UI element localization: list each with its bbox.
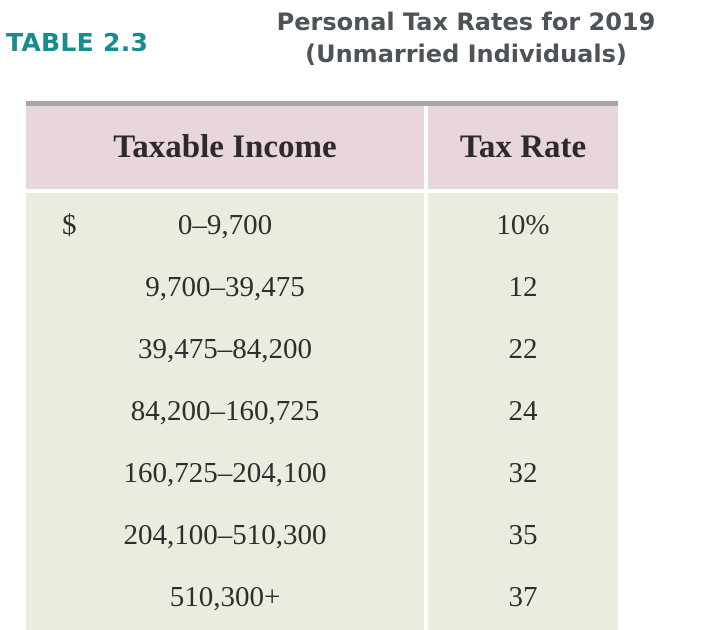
table-row: 9,700–39,475 12 bbox=[26, 256, 618, 318]
tax-rate-cell: 37 bbox=[508, 581, 538, 613]
taxable-income-cell: 160,725–204,100 bbox=[123, 457, 327, 489]
table-row: 204,100–510,300 35 bbox=[26, 504, 618, 566]
table-top-rule bbox=[26, 101, 618, 106]
table-row: 160,725–204,100 32 bbox=[26, 442, 618, 504]
tax-rate-cell: 22 bbox=[508, 333, 538, 365]
taxable-income-cell: 510,300+ bbox=[169, 581, 281, 613]
taxable-income-cell: 9,700–39,475 bbox=[145, 271, 305, 303]
taxable-income-cell: 204,100–510,300 bbox=[123, 519, 327, 551]
taxable-income-cell: 0–9,700 bbox=[177, 209, 273, 241]
table-title-line-1: Personal Tax Rates for 2019 bbox=[276, 8, 656, 36]
tax-rate-cell: 32 bbox=[508, 457, 538, 489]
table-number-label: TABLE 2.3 bbox=[6, 28, 149, 57]
column-header-tax-rate: Tax Rate bbox=[428, 106, 618, 189]
taxable-income-cell: 39,475–84,200 bbox=[138, 333, 312, 365]
table-title: Personal Tax Rates for 2019 (Unmarried I… bbox=[228, 6, 704, 70]
tax-rate-cell: 10% bbox=[496, 209, 550, 241]
currency-symbol: $ bbox=[62, 209, 77, 241]
table-row: 39,475–84,200 22 bbox=[26, 318, 618, 380]
column-header-taxable-income: Taxable Income bbox=[26, 106, 424, 189]
taxable-income-cell: 84,200–160,725 bbox=[130, 395, 320, 427]
table-header-row: Taxable Income Tax Rate bbox=[26, 106, 618, 189]
tax-rate-cell: 12 bbox=[508, 271, 538, 303]
column-divider bbox=[424, 106, 428, 630]
table-row: 510,300+ 37 bbox=[26, 566, 618, 628]
tax-rate-cell: 24 bbox=[508, 395, 538, 427]
table-row: $ 0–9,700 10% bbox=[26, 194, 618, 256]
header-divider bbox=[26, 189, 618, 193]
table-title-line-2: (Unmarried Individuals) bbox=[305, 40, 627, 68]
table-row: 84,200–160,725 24 bbox=[26, 380, 618, 442]
tax-rate-table: Taxable Income Tax Rate $ 0–9,700 10% 9,… bbox=[26, 106, 618, 630]
tax-rate-cell: 35 bbox=[508, 519, 538, 551]
